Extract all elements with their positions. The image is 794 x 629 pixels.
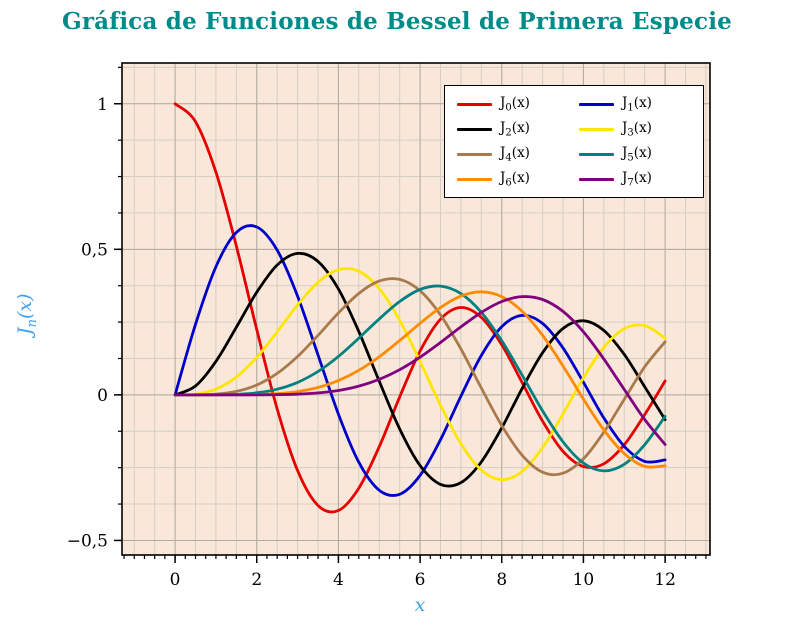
legend-item-J7: J7(x) bbox=[579, 168, 691, 190]
legend-label-J3: J3(x) bbox=[622, 119, 652, 139]
y-tick-label: 0,5 bbox=[81, 240, 108, 260]
x-tick-label: 6 bbox=[415, 570, 426, 590]
legend-item-J6: J6(x) bbox=[457, 168, 569, 190]
legend-label-J6: J6(x) bbox=[500, 169, 530, 189]
x-tick-label: 10 bbox=[573, 570, 595, 590]
x-tick-label: 12 bbox=[654, 570, 676, 590]
chart-area: 0 2 4 6 8 10 12 −0,5 0 0,5 1 Jn(x) x J0(x) J1(x) J2(… bbox=[0, 45, 794, 629]
legend-label-J5: J5(x) bbox=[622, 144, 652, 164]
legend-label-J2: J2(x) bbox=[500, 119, 530, 139]
y-tick-label: −0,5 bbox=[67, 531, 108, 551]
x-axis-label: x bbox=[414, 594, 426, 616]
plot-frame bbox=[121, 62, 711, 556]
legend-swatch-J7 bbox=[579, 177, 614, 181]
legend-swatch-J0 bbox=[457, 102, 492, 106]
legend-swatch-J2 bbox=[457, 127, 492, 131]
curve-J7 bbox=[173, 295, 667, 446]
curve-J5 bbox=[173, 284, 667, 473]
legend: J0(x) J1(x) J2(x) J3(x) J4(x) J5(x) J6(x) J7(x) bbox=[444, 85, 704, 198]
y-tick-label: 0 bbox=[97, 386, 108, 406]
legend-label-J0: J0(x) bbox=[500, 94, 530, 114]
y-axis-label: Jn(x) bbox=[14, 293, 40, 335]
legend-item-J0: J0(x) bbox=[457, 93, 569, 115]
legend-label-J1: J1(x) bbox=[622, 94, 652, 114]
legend-swatch-J6 bbox=[457, 177, 492, 181]
series-curves bbox=[173, 102, 667, 514]
x-tick-label: 0 bbox=[170, 570, 181, 590]
curve-J3 bbox=[173, 267, 667, 482]
legend-label-J4: J4(x) bbox=[500, 144, 530, 164]
x-tick-label: 4 bbox=[333, 570, 344, 590]
x-tick-label: 2 bbox=[251, 570, 262, 590]
legend-item-J3: J3(x) bbox=[579, 118, 691, 140]
legend-item-J2: J2(x) bbox=[457, 118, 569, 140]
chart-title: Gráfica de Funciones de Bessel de Primer… bbox=[61, 8, 732, 35]
legend-item-J5: J5(x) bbox=[579, 143, 691, 165]
axis-ticks bbox=[114, 66, 707, 563]
curve-J1 bbox=[173, 224, 667, 497]
x-tick-label: 8 bbox=[496, 570, 507, 590]
legend-swatch-J1 bbox=[579, 102, 614, 106]
legend-label-J7: J7(x) bbox=[622, 169, 652, 189]
legend-swatch-J5 bbox=[579, 152, 614, 156]
legend-swatch-J3 bbox=[579, 127, 614, 131]
y-tick-label: 1 bbox=[97, 95, 108, 115]
legend-item-J1: J1(x) bbox=[579, 93, 691, 115]
legend-swatch-J4 bbox=[457, 152, 492, 156]
legend-item-J4: J4(x) bbox=[457, 143, 569, 165]
curve-J2 bbox=[173, 251, 667, 488]
